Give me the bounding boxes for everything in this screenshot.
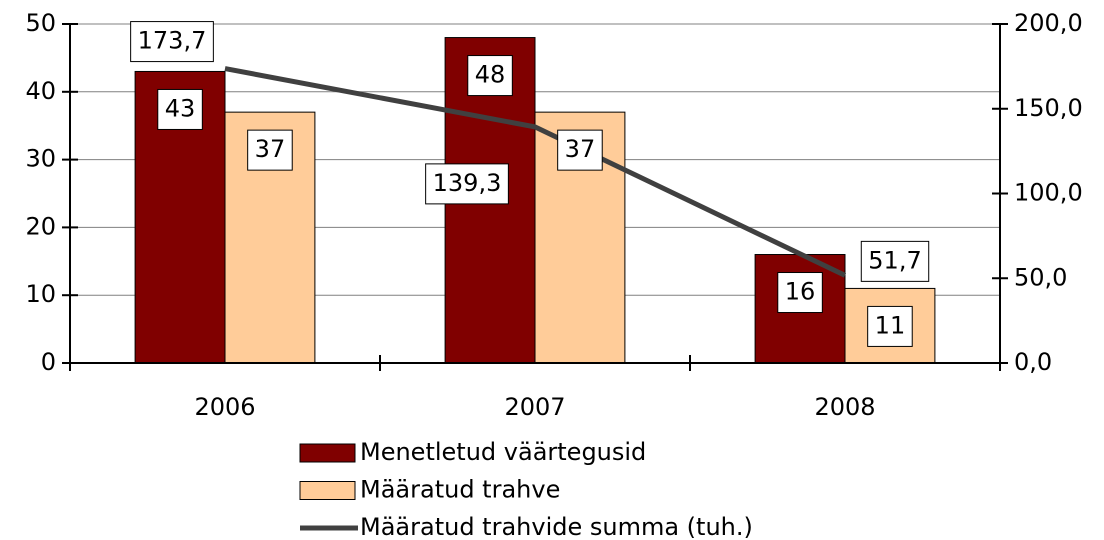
y2-tick-label: 150,0 [1014, 94, 1083, 122]
data-label-box [557, 129, 603, 171]
data-label: 51,7 [860, 240, 930, 282]
data-label-box [130, 21, 214, 63]
legend-swatch [299, 443, 356, 463]
x-tick-label: 2008 [814, 393, 875, 421]
data-label-box [467, 55, 513, 97]
data-label: 48 [467, 55, 513, 97]
data-label-text: 11 [875, 311, 906, 339]
legend-label: Menetletud väärtegusid [360, 438, 646, 466]
data-label: 11 [867, 305, 913, 347]
y2-tick-label: 0,0 [1014, 348, 1052, 376]
legend-swatch [299, 481, 356, 500]
data-label-text: 37 [255, 135, 286, 163]
y-tick-label: 20 [25, 212, 56, 240]
data-label-text: 139,3 [433, 169, 502, 197]
data-label: 173,7 [130, 21, 214, 63]
data-label-text: 173,7 [138, 27, 207, 55]
data-label-box [867, 305, 913, 347]
legend-label: Määratud trahve [360, 476, 560, 504]
y-tick-label: 10 [25, 280, 56, 308]
data-label: 37 [557, 129, 603, 171]
y-tick-label: 30 [25, 145, 56, 173]
data-label: 16 [777, 272, 823, 314]
y2-tick-label: 200,0 [1014, 9, 1083, 37]
y2-tick-label: 100,0 [1014, 179, 1083, 207]
data-label-box [860, 240, 930, 282]
data-label-text: 51,7 [868, 246, 921, 274]
data-label-box [777, 272, 823, 314]
legend-label: Määratud trahvide summa (tuh.) [360, 513, 753, 540]
line-series [224, 66, 847, 278]
x-tick-label: 2006 [194, 393, 255, 421]
y-tick-label: 50 [25, 9, 56, 37]
y-tick-label: 40 [25, 77, 56, 105]
y2-tick-label: 50,0 [1014, 263, 1067, 291]
x-tick-label: 2007 [504, 393, 565, 421]
data-label: 139,3 [425, 163, 509, 205]
data-label-text: 43 [165, 94, 196, 122]
data-label-text: 16 [785, 278, 816, 306]
data-label-box [425, 163, 509, 205]
y-tick-label: 0 [41, 348, 56, 376]
data-label-box [247, 129, 293, 171]
data-label-box [157, 88, 203, 130]
data-label: 37 [247, 129, 293, 171]
data-label-text: 48 [475, 61, 506, 89]
data-label-text: 37 [565, 135, 596, 163]
data-label: 43 [157, 88, 203, 130]
